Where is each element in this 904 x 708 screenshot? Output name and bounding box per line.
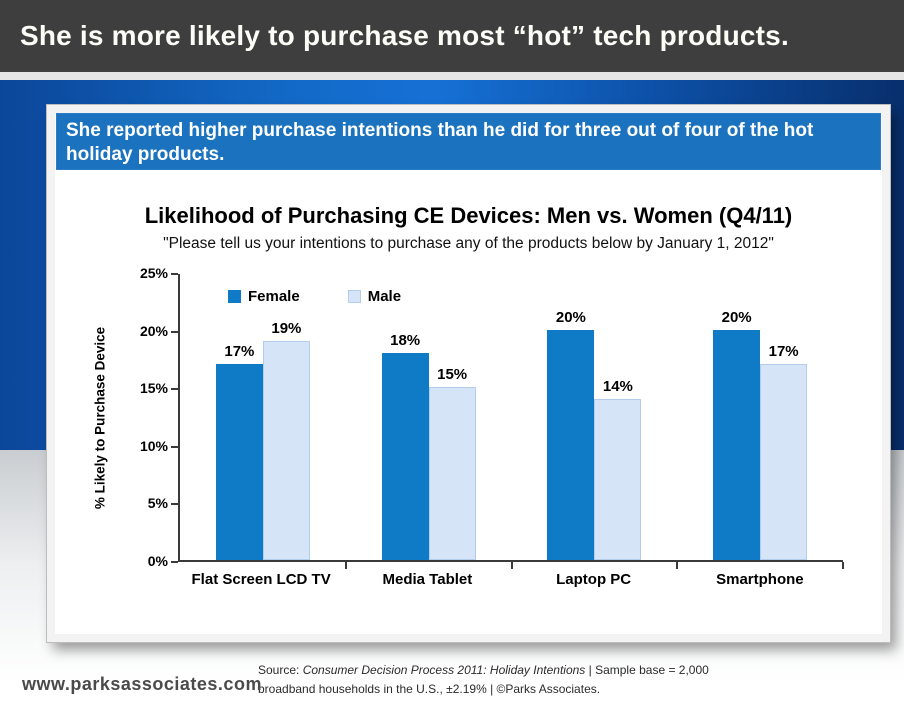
bar-female-laptop-pc: [547, 329, 595, 560]
category-label-flat-screen-lcd-tv: Flat Screen LCD TV: [191, 571, 331, 588]
chart-card: She reported higher purchase intentions …: [47, 105, 890, 642]
source-note: Source: Consumer Decision Process 2011: …: [258, 661, 736, 698]
bar-female-flat-screen-lcd-tv: [215, 364, 263, 560]
legend-label-female: Female: [248, 288, 300, 305]
bar-value-male-smartphone: 17%: [768, 343, 799, 361]
chart-title: Likelihood of Purchasing CE Devices: Men…: [144, 203, 793, 228]
bar-male-flat-screen-lcd-tv: [262, 341, 310, 560]
divider-strip: [0, 72, 904, 80]
parks-associates-site-link[interactable]: www.parksassociates.com: [22, 674, 262, 694]
bar-female-smartphone: [713, 329, 761, 560]
y-tick-mark: [171, 445, 178, 448]
x-tick-mark: [344, 562, 347, 569]
y-tick-label-0-: 0%: [147, 553, 168, 569]
bar-group-laptop-pc: 20% 14%: [512, 274, 678, 560]
bar-group-media-tablet: 18% 15%: [346, 274, 512, 560]
y-tick-mark: [171, 561, 178, 563]
y-tick-label-10-: 10%: [139, 437, 168, 454]
y-axis-label: % Likely to Purchase Device: [92, 326, 108, 510]
chart-legend: Female Male: [228, 288, 401, 305]
bar-value-female-media-tablet: 18%: [390, 331, 421, 349]
x-category-labels: Flat Screen LCD TV Media Tablet Laptop PC S…: [178, 571, 843, 588]
bar-male-laptop-pc: [594, 398, 642, 560]
slide-title: She is more likely to purchase most “hot…: [20, 20, 789, 51]
legend-item-male: Male: [347, 288, 402, 305]
bar-group-flat-screen-lcd-tv: 17% 19%: [180, 274, 346, 560]
legend-label-male: Male: [367, 288, 402, 305]
x-tick-mark: [676, 562, 679, 569]
source-prefix: Source:: [258, 663, 303, 677]
x-tick-mark: [842, 562, 844, 569]
legend-swatch-male: [347, 290, 361, 303]
x-tick-mark: [510, 562, 513, 569]
y-tick-label-25-: 25%: [139, 265, 168, 281]
bar-value-female-flat-screen-lcd-tv: 17%: [224, 343, 255, 361]
chart-subtitle: "Please tell us your intentions to purch…: [163, 235, 774, 252]
bar-male-media-tablet: [428, 387, 476, 560]
source-title: Consumer Decision Process 2011: Holiday …: [302, 663, 586, 677]
bar-value-male-flat-screen-lcd-tv: 19%: [271, 320, 302, 338]
category-label-laptop-pc: Laptop PC: [556, 571, 632, 588]
category-label-media-tablet: Media Tablet: [382, 571, 473, 588]
bar-value-female-smartphone: 20%: [721, 308, 752, 326]
source-rest: | Sample base = 2,000 broadband househol…: [258, 663, 709, 696]
plot-area: 17% 19% 18% 15% 20% 14% 20% 17% Female Male 0% 5%…: [140, 265, 844, 569]
y-tick-label-20-: 20%: [139, 322, 168, 339]
bar-groups: 17% 19% 18% 15% 20% 14% 20% 17%: [180, 274, 843, 560]
bar-value-male-laptop-pc: 14%: [602, 377, 633, 395]
y-tick-mark: [171, 273, 178, 275]
slide-title-banner: She is more likely to purchase most “hot…: [0, 0, 904, 72]
y-tick-label-15-: 15%: [139, 380, 168, 397]
legend-item-female: Female: [228, 288, 300, 305]
y-tick-mark: [171, 388, 178, 391]
bar-female-media-tablet: [381, 352, 429, 560]
y-tick-label-5-: 5%: [147, 495, 168, 512]
y-tick-mark: [171, 503, 178, 506]
category-label-smartphone: Smartphone: [716, 571, 804, 588]
y-tick-mark: [171, 330, 178, 333]
bar-group-smartphone: 20% 17%: [677, 274, 843, 560]
statement-text: She reported higher purchase intentions …: [66, 120, 814, 165]
bar-male-smartphone: [760, 364, 808, 560]
statement-banner: She reported higher purchase intentions …: [56, 113, 881, 170]
bar-value-female-laptop-pc: 20%: [555, 308, 586, 326]
bar-value-male-media-tablet: 15%: [437, 366, 468, 384]
legend-swatch-female: [228, 290, 241, 303]
